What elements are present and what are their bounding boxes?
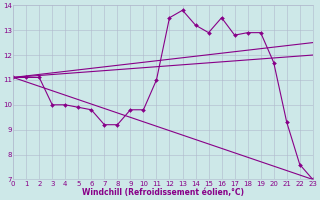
X-axis label: Windchill (Refroidissement éolien,°C): Windchill (Refroidissement éolien,°C) bbox=[82, 188, 244, 197]
